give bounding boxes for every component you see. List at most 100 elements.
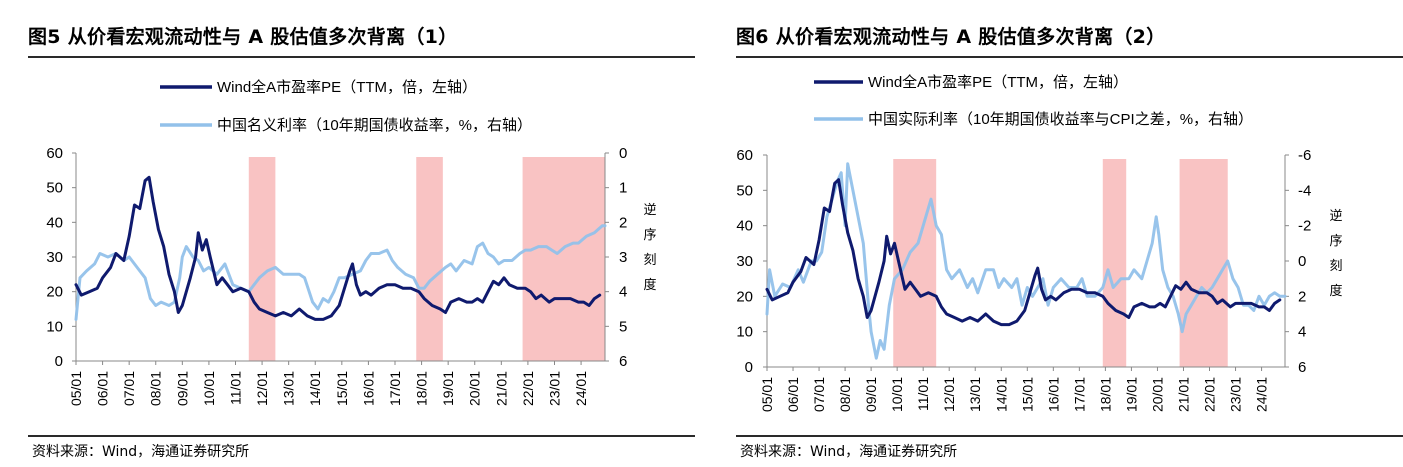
right-axis-note-char: 度 <box>643 277 656 292</box>
x-tick-label: 07/01 <box>811 377 827 412</box>
x-tick-label: 17/01 <box>1071 377 1087 412</box>
right-tick-label: 1 <box>619 180 627 197</box>
x-tick-label: 21/01 <box>1175 377 1191 412</box>
x-tick-label: 18/01 <box>414 371 430 406</box>
series-line-pe <box>74 175 602 321</box>
right-tick-label: 6 <box>619 353 627 370</box>
right-tick-label: 3 <box>619 249 627 266</box>
figure-title: 图6 从价看宏观流动性与 A 股估值多次背离（2） <box>736 26 1166 48</box>
right-axis-note-char: 度 <box>1329 283 1342 298</box>
right-tick-label: 2 <box>1298 288 1306 305</box>
source-rule <box>736 435 1403 437</box>
right-tick-label: 0 <box>1298 253 1306 270</box>
legend-label: 中国名义利率（10年期国债收益率，%，右轴） <box>217 117 532 134</box>
left-tick-label: 20 <box>736 288 753 305</box>
shaded-period-3 <box>1179 159 1228 367</box>
x-tick-label: 12/01 <box>941 377 957 412</box>
right-axis-note-char: 序 <box>1329 233 1342 248</box>
x-tick-label: 05/01 <box>759 377 775 412</box>
x-tick-label: 15/01 <box>1019 377 1035 412</box>
source-rule <box>28 435 695 437</box>
x-tick-label: 23/01 <box>546 371 562 406</box>
x-tick-label: 16/01 <box>360 371 376 406</box>
x-tick-label: 19/01 <box>1123 377 1139 412</box>
x-tick-label: 24/01 <box>573 371 589 406</box>
left-tick-label: 60 <box>736 147 753 164</box>
left-tick-label: 60 <box>46 145 63 162</box>
right-axis-note-char: 刻 <box>1329 258 1342 273</box>
figure-title: 图5 从价看宏观流动性与 A 股估值多次背离（1） <box>28 26 458 48</box>
left-tick-label: 10 <box>736 324 753 341</box>
left-tick-label: 40 <box>46 214 63 231</box>
left-tick-label: 50 <box>46 180 63 197</box>
x-tick-label: 24/01 <box>1254 377 1270 412</box>
left-tick-label: 20 <box>46 284 63 301</box>
series-line-pe <box>765 178 1282 327</box>
x-tick-label: 05/01 <box>68 371 84 406</box>
x-tick-label: 06/01 <box>785 377 801 412</box>
x-tick-label: 20/01 <box>1149 377 1165 412</box>
shaded-period-1 <box>248 157 276 361</box>
x-tick-label: 10/01 <box>201 371 217 406</box>
right-tick-label: 2 <box>619 214 627 231</box>
left-tick-label: 40 <box>736 218 753 235</box>
x-tick-label: 12/01 <box>254 371 270 406</box>
figure-5-panel: 图5 从价看宏观流动性与 A 股估值多次背离（1） 0 10 20 30 40 50 60 0… <box>0 0 695 467</box>
x-tick-label: 11/01 <box>227 371 243 405</box>
x-tick-label: 09/01 <box>174 371 190 406</box>
source-note: 资料来源：Wind，海通证券研究所 <box>740 444 958 460</box>
right-tick-label: 5 <box>619 318 627 335</box>
x-tick-label: 14/01 <box>307 371 323 406</box>
x-tick-label: 09/01 <box>863 377 879 412</box>
right-tick-label: -4 <box>1298 182 1311 199</box>
x-tick-label: 10/01 <box>889 377 905 412</box>
right-tick-label: 6 <box>1298 359 1306 376</box>
right-axis-note-char: 逆 <box>1329 208 1342 223</box>
x-tick-label: 22/01 <box>1202 377 1218 412</box>
left-tick-label: 30 <box>46 249 63 266</box>
left-tick-label: 50 <box>736 182 753 199</box>
title-rule <box>28 56 695 58</box>
right-tick-label: -2 <box>1298 218 1311 235</box>
left-tick-label: 10 <box>46 318 63 335</box>
source-note: 资料来源：Wind，海通证券研究所 <box>32 444 250 460</box>
x-tick-label: 08/01 <box>148 371 164 406</box>
x-tick-label: 13/01 <box>281 371 297 406</box>
left-tick-label: 0 <box>55 353 63 370</box>
right-tick-label: -6 <box>1298 147 1311 164</box>
x-tick-label: 06/01 <box>95 371 111 406</box>
x-tick-label: 21/01 <box>493 371 509 406</box>
x-tick-label: 14/01 <box>993 377 1009 412</box>
x-tick-label: 11/01 <box>915 377 931 411</box>
legend-label: Wind全A市盈率PE（TTM，倍，左轴） <box>868 73 1128 91</box>
series-line-rate <box>74 224 607 321</box>
right-tick-label: 4 <box>619 284 627 301</box>
x-tick-label: 17/01 <box>387 371 403 406</box>
left-tick-label: 0 <box>745 359 753 376</box>
x-tick-label: 07/01 <box>121 371 137 406</box>
right-axis-note-char: 逆 <box>643 202 656 217</box>
right-axis-note-char: 刻 <box>643 252 656 267</box>
x-tick-label: 08/01 <box>837 377 853 412</box>
right-axis-note-char: 序 <box>643 227 656 242</box>
x-tick-label: 22/01 <box>520 371 536 406</box>
left-tick-label: 30 <box>736 253 753 270</box>
x-tick-label: 18/01 <box>1097 377 1113 412</box>
shaded-period-2 <box>1102 159 1127 367</box>
legend-label: 中国实际利率（10年期国债收益率与CPI之差，%，右轴） <box>868 111 1253 128</box>
x-tick-label: 13/01 <box>967 377 983 412</box>
title-rule <box>736 56 1403 58</box>
shaded-period-3 <box>522 157 605 361</box>
legend-label: Wind全A市盈率PE（TTM，倍，左轴） <box>217 78 477 96</box>
x-tick-label: 15/01 <box>334 371 350 406</box>
x-tick-label: 23/01 <box>1228 377 1244 412</box>
figure-6-panel: 图6 从价看宏观流动性与 A 股估值多次背离（2） 0 10 20 30 40 50 60-… <box>708 0 1403 467</box>
x-tick-label: 16/01 <box>1045 377 1061 412</box>
right-tick-label: 4 <box>1298 324 1306 341</box>
x-tick-label: 19/01 <box>440 371 456 406</box>
x-tick-label: 20/01 <box>467 371 483 406</box>
right-tick-label: 0 <box>619 145 627 162</box>
shaded-period-2 <box>416 157 443 361</box>
